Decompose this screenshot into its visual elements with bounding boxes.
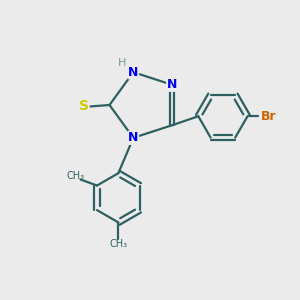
- Text: H: H: [118, 58, 126, 68]
- Text: S: S: [79, 100, 89, 113]
- Text: CH₃: CH₃: [109, 239, 128, 249]
- Text: N: N: [167, 78, 177, 91]
- Text: N: N: [128, 131, 139, 144]
- Text: Br: Br: [261, 110, 277, 123]
- Text: N: N: [128, 66, 139, 79]
- Text: CH₃: CH₃: [66, 171, 84, 181]
